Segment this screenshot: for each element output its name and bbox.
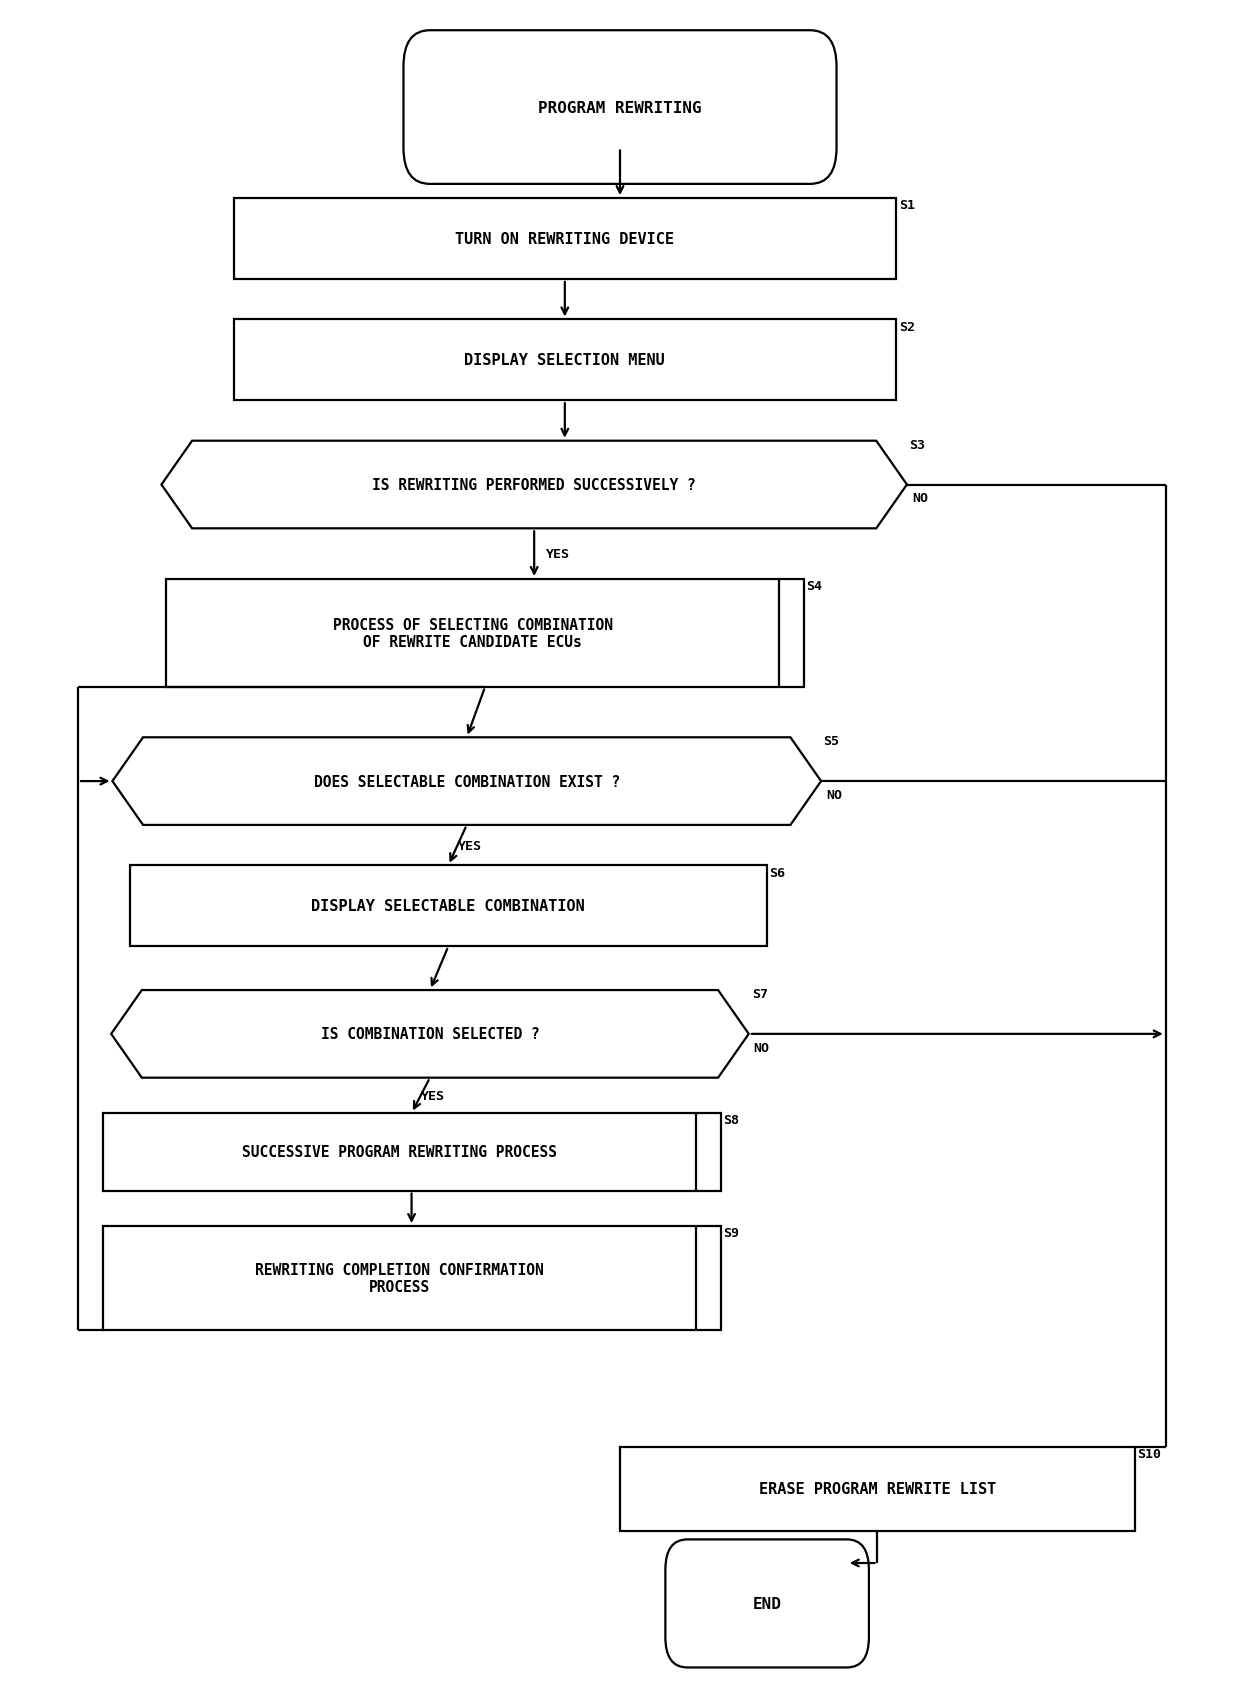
Text: DOES SELECTABLE COMBINATION EXIST ?: DOES SELECTABLE COMBINATION EXIST ? bbox=[314, 774, 620, 790]
Text: SUCCESSIVE PROGRAM REWRITING PROCESS: SUCCESSIVE PROGRAM REWRITING PROCESS bbox=[242, 1144, 557, 1160]
Text: S5: S5 bbox=[823, 735, 839, 747]
Text: S10: S10 bbox=[1137, 1447, 1162, 1460]
Text: YES: YES bbox=[458, 839, 482, 852]
Text: S3: S3 bbox=[909, 438, 925, 452]
Text: YES: YES bbox=[547, 548, 570, 560]
FancyBboxPatch shape bbox=[666, 1540, 869, 1667]
Polygon shape bbox=[113, 739, 821, 825]
Text: ERASE PROGRAM REWRITE LIST: ERASE PROGRAM REWRITE LIST bbox=[759, 1481, 996, 1496]
Text: S4: S4 bbox=[806, 579, 822, 593]
Text: IS REWRITING PERFORMED SUCCESSIVELY ?: IS REWRITING PERFORMED SUCCESSIVELY ? bbox=[372, 477, 696, 492]
Text: S7: S7 bbox=[753, 987, 769, 1000]
Bar bbox=[620, 1447, 1135, 1532]
Text: S9: S9 bbox=[723, 1226, 739, 1240]
Text: END: END bbox=[753, 1596, 781, 1611]
Text: S1: S1 bbox=[899, 199, 915, 212]
Text: IS COMBINATION SELECTED ?: IS COMBINATION SELECTED ? bbox=[321, 1027, 539, 1043]
Polygon shape bbox=[112, 990, 749, 1078]
Text: DISPLAY SELECTION MENU: DISPLAY SELECTION MENU bbox=[465, 353, 665, 368]
Bar bbox=[103, 1114, 720, 1190]
FancyBboxPatch shape bbox=[403, 31, 837, 185]
Bar bbox=[103, 1226, 720, 1331]
Text: DISPLAY SELECTABLE COMBINATION: DISPLAY SELECTABLE COMBINATION bbox=[311, 898, 585, 914]
Text: TURN ON REWRITING DEVICE: TURN ON REWRITING DEVICE bbox=[455, 233, 675, 246]
Polygon shape bbox=[161, 441, 906, 530]
Text: NO: NO bbox=[754, 1041, 770, 1054]
Text: PROGRAM REWRITING: PROGRAM REWRITING bbox=[538, 100, 702, 115]
Text: NO: NO bbox=[911, 492, 928, 506]
Text: PROCESS OF SELECTING COMBINATION
OF REWRITE CANDIDATE ECUs: PROCESS OF SELECTING COMBINATION OF REWR… bbox=[332, 618, 613, 650]
Bar bbox=[234, 321, 895, 401]
Bar bbox=[129, 866, 768, 947]
Text: S6: S6 bbox=[770, 866, 786, 880]
Text: S8: S8 bbox=[723, 1114, 739, 1127]
Text: YES: YES bbox=[422, 1088, 445, 1102]
Bar bbox=[234, 199, 895, 280]
Bar bbox=[166, 579, 804, 688]
Text: S2: S2 bbox=[899, 321, 915, 333]
Text: REWRITING COMPLETION CONFIRMATION
PROCESS: REWRITING COMPLETION CONFIRMATION PROCES… bbox=[255, 1262, 543, 1294]
Text: NO: NO bbox=[826, 788, 842, 801]
